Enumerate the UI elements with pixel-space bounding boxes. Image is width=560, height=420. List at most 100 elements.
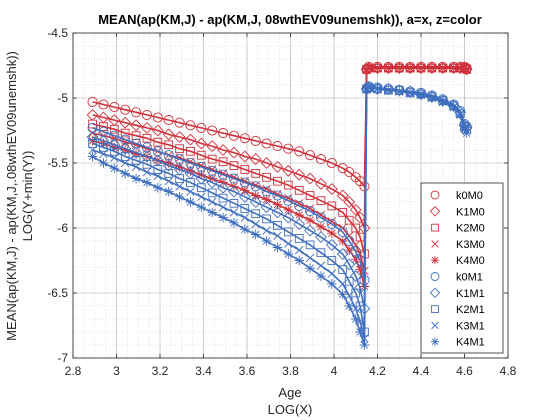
- legend-label: K1M0: [456, 206, 485, 218]
- y-tick-label: -5: [57, 91, 68, 105]
- y-tick-label: -7: [57, 351, 68, 365]
- data-point-K2M1: [229, 198, 239, 208]
- data-point-K4M0: [383, 63, 394, 73]
- legend-item-K4M0: K4M0: [430, 255, 485, 267]
- data-point-K3M1: [153, 171, 163, 181]
- legend-label: K4M1: [456, 337, 485, 349]
- data-point-K1M1: [217, 181, 230, 194]
- x-tick-label: 4.4: [413, 364, 430, 378]
- data-point-K1M0: [293, 168, 306, 181]
- data-point-K2M1: [175, 174, 184, 183]
- legend-marker: [430, 256, 440, 265]
- data-point-K4M1: [218, 212, 228, 223]
- data-point-K4M1: [361, 84, 372, 94]
- data-point-K3M1: [110, 153, 119, 163]
- data-point-K4M1: [152, 182, 163, 193]
- data-point-K3M1: [218, 202, 228, 212]
- data-point-K1M0: [282, 164, 295, 177]
- legend-marker: [431, 321, 439, 330]
- data-point-K4M0: [283, 204, 294, 215]
- data-point-K1M1: [119, 142, 132, 155]
- legend-label: K2M1: [456, 304, 485, 316]
- data-point-K3M1: [197, 192, 206, 202]
- data-point-K4M0: [294, 210, 305, 220]
- data-point-K3M0: [284, 193, 293, 203]
- legend-label: k0M0: [456, 190, 483, 202]
- data-point-K4M0: [344, 245, 355, 255]
- data-point-K3M1: [284, 239, 293, 248]
- data-point-k0M0: [196, 122, 207, 133]
- data-point-K3M0: [262, 184, 271, 194]
- data-point-K4M0: [459, 63, 470, 73]
- y-axis-sublabel: LOG(Y+min(Y)): [20, 151, 35, 242]
- data-point-K3M0: [110, 134, 119, 143]
- data-point-k0M0: [344, 167, 355, 178]
- data-point-K1M0: [162, 128, 175, 141]
- data-point-K4M0: [163, 158, 174, 168]
- data-point-k0M1: [131, 138, 142, 149]
- data-point-K2M1: [109, 146, 119, 156]
- data-point-K2M0: [229, 161, 239, 170]
- data-point-K1M0: [228, 146, 240, 159]
- data-point-K3M1: [262, 226, 271, 235]
- data-point-K4M1: [427, 93, 437, 103]
- x-tick-label: 3.6: [239, 364, 256, 378]
- data-point-K4M0: [355, 264, 365, 275]
- data-point-K4M0: [448, 63, 459, 73]
- data-point-K2M1: [305, 240, 315, 250]
- data-point-K4M1: [394, 86, 405, 97]
- data-point-K3M1: [120, 158, 130, 168]
- data-point-k0M0: [98, 99, 109, 110]
- y-tick-label: -5.5: [47, 156, 68, 170]
- data-point-K2M0: [99, 122, 108, 131]
- data-point-k0M1: [109, 130, 120, 141]
- data-point-K4M1: [455, 110, 465, 120]
- chart-title: MEAN(ap(KM,J) - ap(KM,J, 08wthEV09unemsh…: [98, 12, 482, 27]
- legend-label: K4M0: [456, 255, 485, 267]
- data-point-K1M1: [315, 231, 327, 244]
- data-point-k0M1: [326, 219, 337, 230]
- data-point-K1M1: [260, 201, 273, 214]
- data-point-k0M0: [305, 150, 316, 161]
- data-point-k0M1: [98, 126, 109, 137]
- data-point-K2M1: [120, 152, 130, 161]
- data-point-K1M0: [217, 144, 230, 156]
- data-point-K4M0: [363, 63, 374, 73]
- legend: k0M0 K1M0 K2M0 K3M0 K4M0 k0M1 K1M1 K2M1 K3M1 K4M1: [420, 182, 504, 354]
- data-point-K1M0: [354, 211, 367, 224]
- data-point-K4M1: [120, 168, 131, 179]
- data-point-K4M1: [185, 197, 196, 207]
- data-point-k0M1: [315, 212, 327, 223]
- data-point-K1M0: [141, 121, 153, 134]
- data-point-k0M0: [152, 112, 163, 123]
- y-tick-label: -6: [57, 221, 68, 235]
- legend-marker: [431, 240, 439, 248]
- data-point-k0M1: [196, 161, 207, 172]
- data-point-K4M0: [361, 64, 372, 75]
- series-layer: [86, 61, 473, 350]
- data-point-K1M1: [141, 150, 153, 163]
- data-point-K2M0: [240, 165, 250, 174]
- data-point-k0M0: [261, 138, 272, 149]
- data-point-k0M1: [152, 146, 163, 157]
- series-K4M1: [87, 82, 472, 350]
- data-point-k0M0: [207, 125, 218, 136]
- data-point-k0M1: [239, 177, 250, 188]
- data-point-K2M0: [175, 144, 184, 154]
- data-point-K3M1: [294, 245, 304, 255]
- data-point-K2M1: [327, 256, 337, 265]
- data-point-K2M0: [338, 208, 348, 217]
- x-axis-sublabel: LOG(X): [268, 402, 313, 417]
- data-point-K2M1: [218, 193, 228, 203]
- data-point-K4M0: [372, 63, 383, 73]
- x-tick-label: 3: [113, 364, 120, 378]
- data-point-K4M0: [305, 215, 315, 226]
- data-point-K4M0: [416, 63, 426, 73]
- data-point-K1M1: [336, 248, 349, 260]
- data-point-K3M1: [273, 231, 282, 241]
- data-point-K4M1: [355, 327, 365, 337]
- data-point-K2M0: [351, 223, 361, 233]
- legend-marker: [431, 223, 439, 232]
- data-point-k0M0: [283, 143, 294, 154]
- data-point-K2M1: [273, 221, 282, 230]
